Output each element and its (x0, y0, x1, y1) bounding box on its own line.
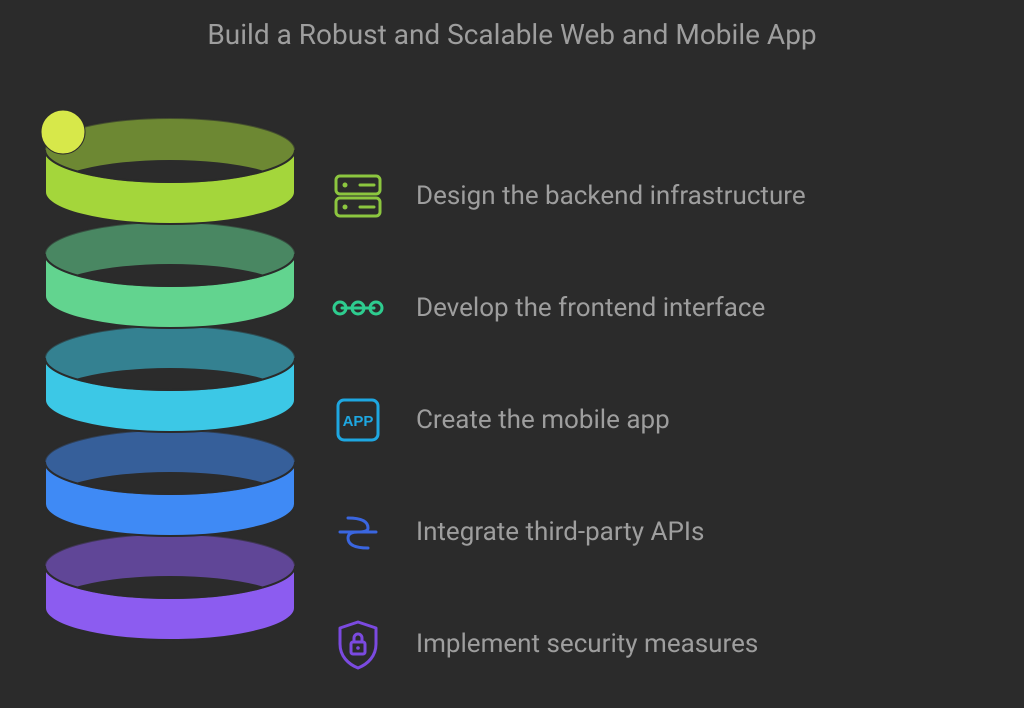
shield-lock-icon (330, 616, 386, 672)
step-row: APP Create the mobile app (330, 364, 1004, 476)
spiral-graphic (20, 100, 320, 700)
spiral-svg (20, 100, 320, 700)
step-row: Design the backend infrastructure (330, 140, 1004, 252)
s-curve-icon (330, 504, 386, 560)
step-label: Implement security measures (416, 629, 758, 659)
step-row: Develop the frontend interface (330, 252, 1004, 364)
app-icon: APP (330, 392, 386, 448)
step-label: Create the mobile app (416, 405, 670, 435)
infographic-page: Build a Robust and Scalable Web and Mobi… (0, 0, 1024, 708)
step-row: Implement security measures (330, 588, 1004, 700)
step-row: Integrate third-party APIs (330, 476, 1004, 588)
server-icon (330, 168, 386, 224)
svg-text:APP: APP (343, 413, 374, 430)
nodes-icon (330, 280, 386, 336)
steps-list: Design the backend infrastructure Develo… (330, 140, 1004, 700)
step-label: Design the backend infrastructure (416, 181, 806, 211)
page-title: Build a Robust and Scalable Web and Mobi… (0, 18, 1024, 51)
step-label: Integrate third-party APIs (416, 517, 704, 547)
step-label: Develop the frontend interface (416, 293, 765, 323)
